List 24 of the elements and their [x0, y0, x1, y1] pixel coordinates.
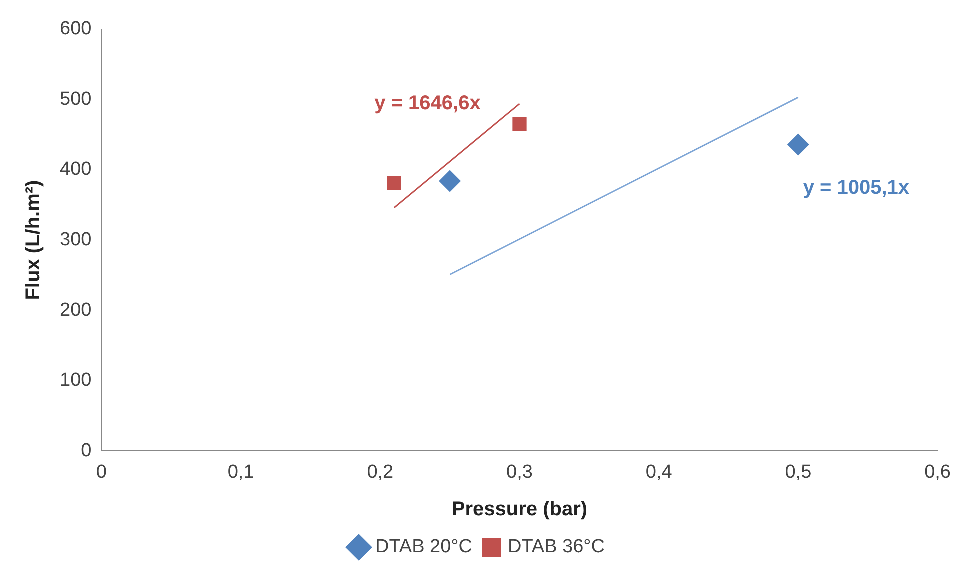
y-tick-label: 400: [60, 159, 92, 180]
y-tick-label: 100: [60, 370, 92, 392]
y-tick-label: 600: [60, 18, 92, 40]
point: [512, 117, 527, 132]
legend-label: DTAB 36°C: [508, 536, 605, 558]
annotation: y = 1005,1x: [803, 177, 910, 200]
x-tick-label: 0,3: [506, 462, 533, 483]
point: [387, 176, 402, 190]
y-axis-title: Flux (L/h.m²): [22, 180, 45, 300]
x-tick-label: 0,1: [228, 462, 254, 483]
x-tick-label: 0,2: [367, 462, 394, 483]
annotation: y = 1646,6x: [374, 92, 481, 114]
y-tick-label: 500: [60, 88, 92, 110]
point: [439, 170, 462, 192]
x-tick-label: 0,5: [785, 462, 812, 483]
x-tick-label: 0,6: [924, 462, 952, 483]
point: [787, 134, 810, 156]
y-tick-label: 300: [60, 230, 92, 251]
y-tick-label: 0: [81, 440, 92, 462]
y-tick-label: 200: [60, 300, 92, 321]
x-tick-label: 0: [96, 462, 107, 483]
x-axis-title: Pressure (bar): [452, 498, 588, 521]
legend-label: DTAB 20°C: [376, 536, 473, 558]
x-tick-label: 0,4: [646, 462, 673, 483]
